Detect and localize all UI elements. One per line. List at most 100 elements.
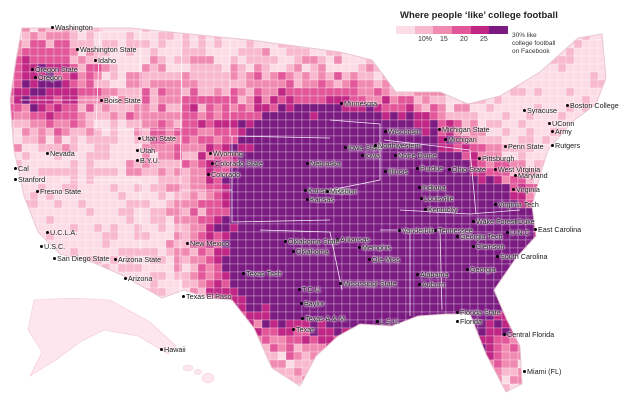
- county-cell: [597, 367, 606, 377]
- county-cell: [589, 327, 599, 337]
- county-cell: [597, 167, 606, 177]
- county-cell: [269, 95, 279, 105]
- county-cell: [213, 87, 223, 97]
- school-location-dot: [306, 198, 309, 201]
- county-cell: [349, 367, 359, 377]
- county-cell: [373, 31, 383, 41]
- county-cell: [277, 191, 287, 201]
- county-cell: [309, 167, 319, 177]
- county-cell: [517, 151, 527, 161]
- county-cell: [517, 359, 527, 369]
- county-cell: [261, 231, 271, 241]
- county-cell: [205, 39, 215, 49]
- county-cell: [565, 71, 575, 81]
- county-cell: [541, 303, 551, 313]
- county-cell: [21, 135, 31, 145]
- county-cell: [285, 167, 295, 177]
- school-label: Nebraska: [310, 159, 341, 168]
- county-cell: [581, 287, 591, 297]
- county-cell: [261, 391, 271, 392]
- county-cell: [13, 239, 23, 249]
- county-cell: [69, 167, 79, 177]
- county-cell: [13, 327, 23, 337]
- school-label: Florida State: [460, 308, 501, 317]
- county-cell: [117, 367, 127, 377]
- county-cell: [165, 247, 175, 257]
- school-location-dot: [420, 197, 423, 200]
- county-cell: [557, 95, 567, 105]
- school-location-dot: [301, 317, 304, 320]
- county-cell: [149, 191, 159, 201]
- county-cell: [213, 247, 223, 257]
- county-cell: [221, 183, 231, 193]
- county-cell: [85, 103, 95, 113]
- county-cell: [69, 207, 79, 217]
- county-cell: [173, 263, 183, 273]
- county-cell: [309, 39, 319, 49]
- county-cell: [181, 63, 191, 73]
- school-label: Kentucky: [428, 205, 458, 214]
- county-cell: [253, 191, 263, 201]
- county-cell: [109, 391, 119, 392]
- county-cell: [245, 143, 255, 153]
- county-cell: [557, 303, 567, 313]
- county-cell: [261, 199, 271, 209]
- county-cell: [285, 55, 295, 65]
- county-cell: [125, 135, 135, 145]
- county-cell: [269, 103, 279, 113]
- county-cell: [189, 223, 199, 233]
- county-cell: [277, 255, 287, 265]
- county-cell: [509, 95, 519, 105]
- county-cell: [45, 391, 55, 392]
- school-label: L.S.U.: [380, 317, 400, 326]
- county-cell: [365, 343, 375, 353]
- county-cell: [285, 79, 295, 89]
- county-cell: [133, 119, 143, 129]
- county-cell: [301, 143, 311, 153]
- county-cell: [533, 87, 543, 97]
- county-cell: [21, 247, 31, 257]
- school-label: Vanderbilt: [402, 226, 434, 235]
- county-cell: [333, 215, 343, 225]
- county-cell: [189, 47, 199, 57]
- county-cell: [517, 263, 527, 273]
- county-cell: [277, 111, 287, 121]
- county-cell: [437, 151, 447, 161]
- county-cell: [61, 47, 71, 57]
- county-cell: [325, 31, 335, 41]
- county-cell: [189, 207, 199, 217]
- county-cell: [85, 127, 95, 137]
- county-cell: [277, 287, 287, 297]
- school-label: Utah: [140, 146, 156, 155]
- county-cell: [213, 303, 223, 313]
- county-cell: [365, 191, 375, 201]
- county-cell: [213, 127, 223, 137]
- county-cell: [45, 127, 55, 137]
- county-cell: [541, 55, 551, 65]
- county-cell: [237, 223, 247, 233]
- county-cell: [269, 199, 279, 209]
- county-cell: [21, 127, 31, 137]
- county-cell: [605, 31, 606, 41]
- county-cell: [461, 367, 471, 377]
- county-cell: [157, 31, 167, 41]
- county-cell: [589, 247, 599, 257]
- county-cell: [581, 327, 591, 337]
- county-cell: [445, 311, 455, 321]
- county-cell: [437, 335, 447, 345]
- county-cell: [157, 63, 167, 73]
- county-cell: [301, 359, 311, 369]
- county-cell: [397, 71, 407, 81]
- county-cell: [29, 111, 39, 121]
- county-cell: [13, 375, 23, 385]
- county-cell: [269, 279, 279, 289]
- county-cell: [85, 391, 95, 392]
- county-cell: [517, 295, 527, 305]
- school-location-dot: [336, 238, 339, 241]
- county-cell: [421, 351, 431, 361]
- county-cell: [149, 111, 159, 121]
- county-cell: [149, 263, 159, 273]
- county-cell: [533, 279, 543, 289]
- county-cell: [13, 127, 23, 137]
- county-cell: [541, 287, 551, 297]
